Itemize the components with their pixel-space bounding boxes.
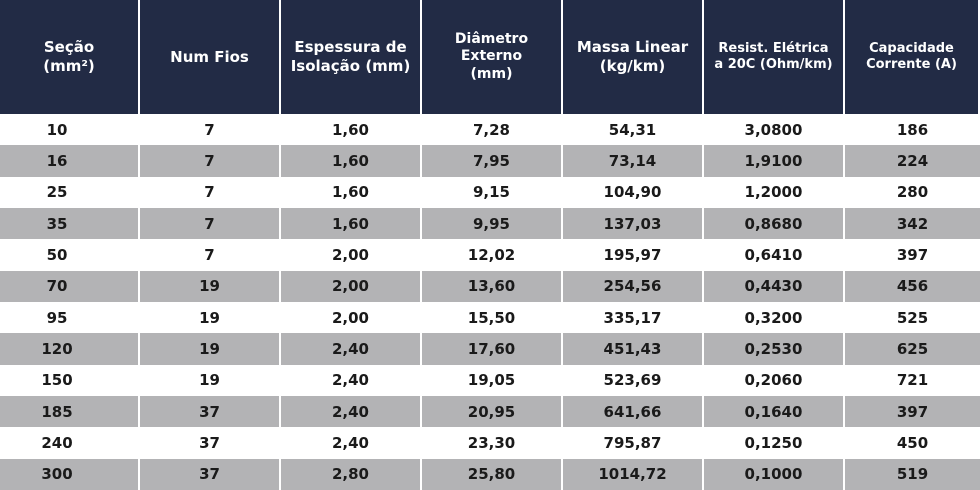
cell-espessura: 2,40 — [281, 395, 422, 428]
cell-num-fios: 19 — [140, 301, 281, 334]
cell-num-fios: 37 — [140, 427, 281, 459]
cell-resistencia: 0,1640 — [704, 395, 845, 428]
cell-massa: 523,69 — [563, 364, 704, 396]
cell-diametro: 7,28 — [422, 114, 563, 146]
cell-massa: 795,87 — [563, 427, 704, 459]
cell-massa: 137,03 — [563, 207, 704, 240]
cell-secao: 120 — [0, 333, 140, 365]
cell-capacidade: 397 — [845, 395, 980, 428]
header-secao: Seção (mm²) — [0, 0, 140, 114]
cell-resistencia: 0,8680 — [704, 207, 845, 240]
cell-diametro: 7,95 — [422, 145, 563, 177]
cell-diametro: 17,60 — [422, 333, 563, 365]
cell-resistencia: 1,9100 — [704, 145, 845, 177]
cell-massa: 104,90 — [563, 176, 704, 208]
cell-resistencia: 0,3200 — [704, 301, 845, 334]
cell-diametro: 9,15 — [422, 176, 563, 208]
cell-capacidade: 625 — [845, 333, 980, 365]
cell-espessura: 2,40 — [281, 364, 422, 396]
cell-massa: 254,56 — [563, 270, 704, 302]
cell-espessura: 2,00 — [281, 301, 422, 334]
cell-resistencia: 0,2530 — [704, 333, 845, 365]
cell-secao: 10 — [0, 114, 140, 146]
header-massa-linear: Massa Linear (kg/km) — [563, 0, 704, 114]
cell-secao: 300 — [0, 458, 140, 490]
cell-secao: 150 — [0, 364, 140, 396]
cell-diametro: 15,50 — [422, 301, 563, 334]
cell-num-fios: 19 — [140, 364, 281, 396]
cell-capacidade: 456 — [845, 270, 980, 302]
cell-capacidade: 450 — [845, 427, 980, 459]
cell-espessura: 1,60 — [281, 207, 422, 240]
cell-diametro: 13,60 — [422, 270, 563, 302]
cell-num-fios: 19 — [140, 270, 281, 302]
cell-secao: 240 — [0, 427, 140, 459]
cell-secao: 25 — [0, 176, 140, 208]
cell-espessura: 2,00 — [281, 239, 422, 271]
cell-massa: 195,97 — [563, 239, 704, 271]
cell-secao: 185 — [0, 395, 140, 428]
cell-num-fios: 19 — [140, 333, 281, 365]
cell-espessura: 1,60 — [281, 114, 422, 146]
cell-num-fios: 37 — [140, 458, 281, 490]
cell-resistencia: 0,6410 — [704, 239, 845, 271]
cell-resistencia: 1,2000 — [704, 176, 845, 208]
cell-capacidade: 280 — [845, 176, 980, 208]
cell-num-fios: 37 — [140, 395, 281, 428]
cell-num-fios: 7 — [140, 207, 281, 240]
cell-diametro: 25,80 — [422, 458, 563, 490]
cell-massa: 73,14 — [563, 145, 704, 177]
cell-espessura: 1,60 — [281, 176, 422, 208]
cell-resistencia: 0,4430 — [704, 270, 845, 302]
cell-espessura: 2,80 — [281, 458, 422, 490]
cell-num-fios: 7 — [140, 239, 281, 271]
cell-espessura: 2,00 — [281, 270, 422, 302]
header-num-fios: Num Fios — [140, 0, 281, 114]
cell-secao: 16 — [0, 145, 140, 177]
header-resistencia-eletrica: Resist. Elétrica a 20C (Ohm/km) — [704, 0, 845, 114]
cell-massa: 451,43 — [563, 333, 704, 365]
cell-resistencia: 3,0800 — [704, 114, 845, 146]
cell-num-fios: 7 — [140, 176, 281, 208]
cell-capacidade: 525 — [845, 301, 980, 334]
cell-espessura: 1,60 — [281, 145, 422, 177]
header-capacidade-corrente: Capacidade Corrente (A) — [845, 0, 980, 114]
cell-capacidade: 397 — [845, 239, 980, 271]
cell-diametro: 12,02 — [422, 239, 563, 271]
cell-secao: 50 — [0, 239, 140, 271]
cell-espessura: 2,40 — [281, 427, 422, 459]
cell-secao: 35 — [0, 207, 140, 240]
cell-massa: 54,31 — [563, 114, 704, 146]
cell-secao: 70 — [0, 270, 140, 302]
cell-capacidade: 721 — [845, 364, 980, 396]
header-diametro-externo: Diâmetro Externo (mm) — [422, 0, 563, 114]
cell-massa: 335,17 — [563, 301, 704, 334]
cell-resistencia: 0,2060 — [704, 364, 845, 396]
cell-diametro: 19,05 — [422, 364, 563, 396]
cell-secao: 95 — [0, 301, 140, 334]
cell-massa: 1014,72 — [563, 458, 704, 490]
cell-capacidade: 186 — [845, 114, 980, 146]
cell-espessura: 2,40 — [281, 333, 422, 365]
cell-capacidade: 224 — [845, 145, 980, 177]
cell-diametro: 20,95 — [422, 395, 563, 428]
cell-num-fios: 7 — [140, 145, 281, 177]
cell-num-fios: 7 — [140, 114, 281, 146]
cell-capacidade: 342 — [845, 207, 980, 240]
cell-diametro: 9,95 — [422, 207, 563, 240]
cell-massa: 641,66 — [563, 395, 704, 428]
cell-diametro: 23,30 — [422, 427, 563, 459]
cell-resistencia: 0,1000 — [704, 458, 845, 490]
cell-resistencia: 0,1250 — [704, 427, 845, 459]
cell-capacidade: 519 — [845, 458, 980, 490]
header-espessura-isolacao: Espessura de Isolação (mm) — [281, 0, 422, 114]
